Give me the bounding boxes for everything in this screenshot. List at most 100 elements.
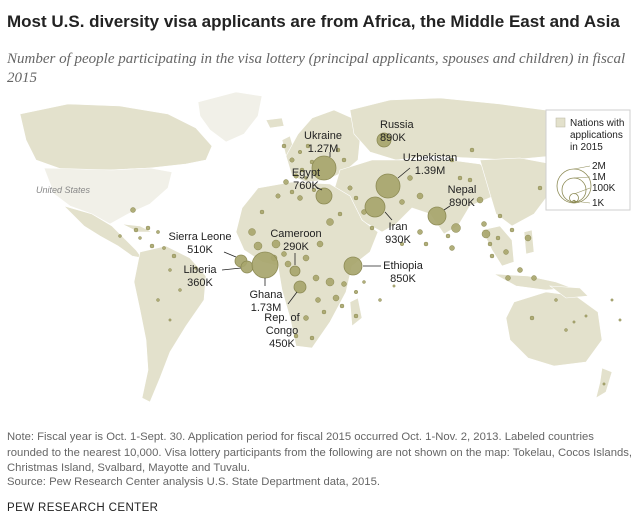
bubble-egypt bbox=[315, 187, 333, 205]
legend: Nations with applications in 2015 2M 1M … bbox=[545, 109, 631, 211]
label-russia-name: Russia bbox=[380, 119, 415, 131]
label-ethiopia-name: Ethiopia bbox=[383, 260, 424, 272]
label-uzbekistan-value: 1.39M bbox=[415, 165, 446, 177]
country-bubble-small bbox=[353, 195, 359, 201]
legend-label-2m: 2M bbox=[592, 161, 606, 172]
country-bubble-small bbox=[369, 225, 375, 231]
legend-circle-1k bbox=[572, 199, 576, 204]
country-bubble-small bbox=[449, 157, 455, 163]
land-africa bbox=[235, 181, 379, 349]
country-bubble-small bbox=[162, 246, 166, 250]
country-bubble-small bbox=[326, 218, 334, 226]
country-bubble-small bbox=[305, 143, 311, 149]
label-russia-value: 890K bbox=[380, 132, 406, 144]
country-bubble-small bbox=[297, 149, 303, 155]
country-bubble-small bbox=[316, 240, 324, 248]
bubble-cameroon bbox=[289, 265, 301, 277]
country-bubble-small bbox=[133, 227, 139, 233]
label-sierra-leone-name: Sierra Leone bbox=[169, 231, 232, 243]
country-bubble-small bbox=[289, 189, 295, 195]
label-sierra-leone-value: 510K bbox=[187, 244, 213, 256]
label-ukraine-value: 1.27M bbox=[308, 143, 339, 155]
label-nepal-value: 890K bbox=[449, 197, 475, 209]
country-bubble-small bbox=[118, 234, 122, 238]
country-bubble-small bbox=[321, 309, 327, 315]
country-bubble-small bbox=[469, 147, 475, 153]
country-bubble-small bbox=[416, 192, 424, 200]
country-bubble-small bbox=[353, 313, 359, 319]
land-south-america bbox=[133, 245, 207, 403]
bubble-ethiopia bbox=[343, 256, 363, 276]
country-bubble-small bbox=[299, 167, 305, 173]
country-bubble-small bbox=[537, 185, 543, 191]
country-bubble-small bbox=[467, 177, 473, 183]
country-bubble-small bbox=[476, 196, 484, 204]
country-bubble-small bbox=[517, 267, 523, 273]
bubble-nepal bbox=[427, 206, 447, 226]
legend-label-1m: 1M bbox=[592, 172, 606, 183]
land-new-guinea bbox=[549, 285, 589, 299]
country-bubble-small bbox=[130, 207, 136, 213]
country-bubble-small bbox=[524, 234, 532, 242]
label-ghana-name: Ghana bbox=[249, 289, 283, 301]
label-ethiopia-value: 850K bbox=[390, 273, 416, 285]
label-ukraine-name: Ukraine bbox=[304, 130, 342, 142]
country-bubble-small bbox=[497, 213, 503, 219]
country-bubble-small bbox=[194, 266, 198, 270]
note-line-3: Christmas Island, Svalbard, Mayotte and … bbox=[7, 462, 250, 474]
leader-egypt bbox=[315, 186, 323, 191]
country-bubble-small bbox=[449, 245, 455, 251]
land-southeast-asia bbox=[481, 225, 515, 267]
country-bubble-small bbox=[315, 297, 321, 303]
country-bubble-small bbox=[572, 320, 576, 324]
bubble-ghana bbox=[251, 251, 279, 279]
bubble-russia bbox=[376, 132, 392, 148]
bubble-rep-of-congo bbox=[293, 280, 307, 294]
country-bubble-small bbox=[293, 173, 299, 179]
bubble-liberia bbox=[240, 260, 254, 274]
label-cameroon-name: Cameroon bbox=[270, 228, 321, 240]
country-bubble-small bbox=[297, 195, 303, 201]
country-bubble-small bbox=[503, 249, 509, 255]
country-bubble-small bbox=[312, 274, 320, 282]
country-bubble-small bbox=[529, 315, 535, 321]
country-bubble-small bbox=[293, 333, 299, 339]
country-bubble-small bbox=[309, 335, 315, 341]
country-bubble-small bbox=[457, 175, 463, 181]
chart-title: Most U.S. diversity visa applicants are … bbox=[7, 12, 620, 31]
country-bubble-small bbox=[407, 175, 413, 181]
country-bubble-small bbox=[341, 157, 347, 163]
country-bubble-small bbox=[531, 275, 537, 281]
country-bubble-small bbox=[138, 236, 142, 240]
label-cameroon-value: 290K bbox=[283, 241, 309, 253]
country-bubble-small bbox=[335, 147, 341, 153]
united-states-label: United States bbox=[36, 185, 91, 195]
bubble-ukraine bbox=[311, 155, 337, 181]
country-bubble-small bbox=[495, 235, 501, 241]
country-bubble-small bbox=[149, 243, 155, 249]
source-line: Source: Pew Research Center analysis U.S… bbox=[7, 476, 380, 488]
land-europe bbox=[285, 109, 361, 183]
chart-subtitle: Number of people participating in the vi… bbox=[7, 51, 626, 86]
country-bubble-small bbox=[584, 314, 588, 318]
country-bubble-small bbox=[325, 277, 335, 287]
country-bubble-small bbox=[156, 298, 160, 302]
leader-sierra-leone bbox=[223, 251, 237, 258]
country-bubble-small bbox=[481, 229, 491, 239]
country-bubble-small bbox=[248, 228, 256, 236]
country-bubble-small bbox=[283, 179, 289, 185]
leader-lines bbox=[221, 152, 451, 305]
country-bubble-small bbox=[275, 193, 281, 199]
note-line-1: Note: Fiscal year is Oct. 1-Sept. 30. Ap… bbox=[7, 431, 594, 443]
label-ghana-value: 1.73M bbox=[251, 302, 282, 314]
country-bubble-small bbox=[399, 241, 405, 247]
legend-nations-line3: in 2015 bbox=[570, 142, 603, 153]
country-bubble-small bbox=[332, 294, 340, 302]
country-bubble-small bbox=[168, 318, 172, 322]
country-bubble-small bbox=[171, 253, 177, 259]
label-egypt-value: 760K bbox=[293, 180, 319, 192]
country-bubble-small bbox=[353, 289, 359, 295]
leader-uzbekistan bbox=[397, 167, 411, 179]
country-bubble-small bbox=[451, 223, 461, 233]
label-rep-of-congo-name2: Congo bbox=[266, 325, 298, 337]
